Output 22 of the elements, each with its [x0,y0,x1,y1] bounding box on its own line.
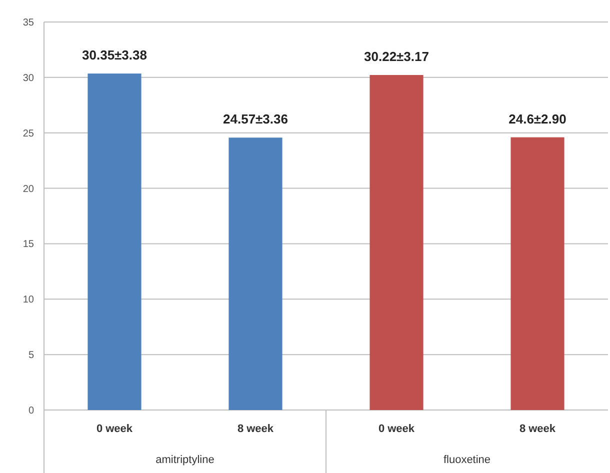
y-tick-label: 30 [22,72,34,84]
y-tick-label: 0 [28,406,34,416]
x-tick-label: 0 week [378,423,416,435]
y-tick-label: 35 [22,18,34,28]
data-label: 24.57±3.36 [223,112,288,127]
y-tick-label: 20 [22,184,34,195]
text: amitriptyline [156,454,214,466]
text: fluoxetine [443,454,491,466]
y-tick-label: 10 [22,294,34,306]
bar [88,74,142,410]
bar [228,138,282,410]
x-tick-label: 8 week [237,423,274,435]
x-tick-label: 0 week [96,423,134,435]
data-label: 30.22±3.17 [364,48,429,64]
y-tick-label: 5 [28,350,34,362]
bar [510,137,564,410]
x-tick-label: 8 week [519,423,556,435]
data-label: 30.35±3.38 [82,48,147,63]
y-tick-label: 15 [22,239,34,250]
data-label: 24.6±2.90 [508,111,566,126]
bar [370,74,424,410]
y-tick-label: 25 [22,128,34,140]
